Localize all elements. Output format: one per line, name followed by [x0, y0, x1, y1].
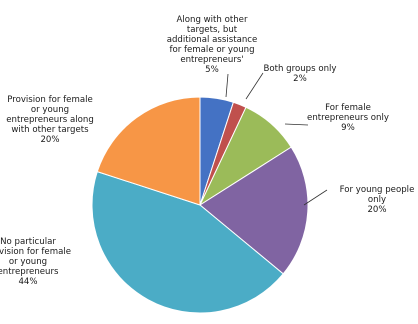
pie-slice-5 — [91, 170, 284, 314]
pie-slice-4 — [199, 146, 309, 275]
pie-slice-6 — [96, 96, 201, 206]
slice-label-4: For young people only 20% — [340, 185, 415, 215]
slice-label-6: Provision for female or young entrepreneur… — [6, 95, 94, 145]
leader-line-1 — [225, 73, 229, 98]
leader-line-2 — [245, 72, 264, 100]
slice-label-2: Both groups only 2% — [263, 64, 336, 84]
slice-label-3: For female entrepreneurs only 9% — [307, 103, 389, 133]
leader-line-4 — [303, 189, 328, 206]
slice-label-1: Along with other targets, but additional a… — [167, 15, 258, 75]
leader-line-3 — [284, 123, 309, 126]
